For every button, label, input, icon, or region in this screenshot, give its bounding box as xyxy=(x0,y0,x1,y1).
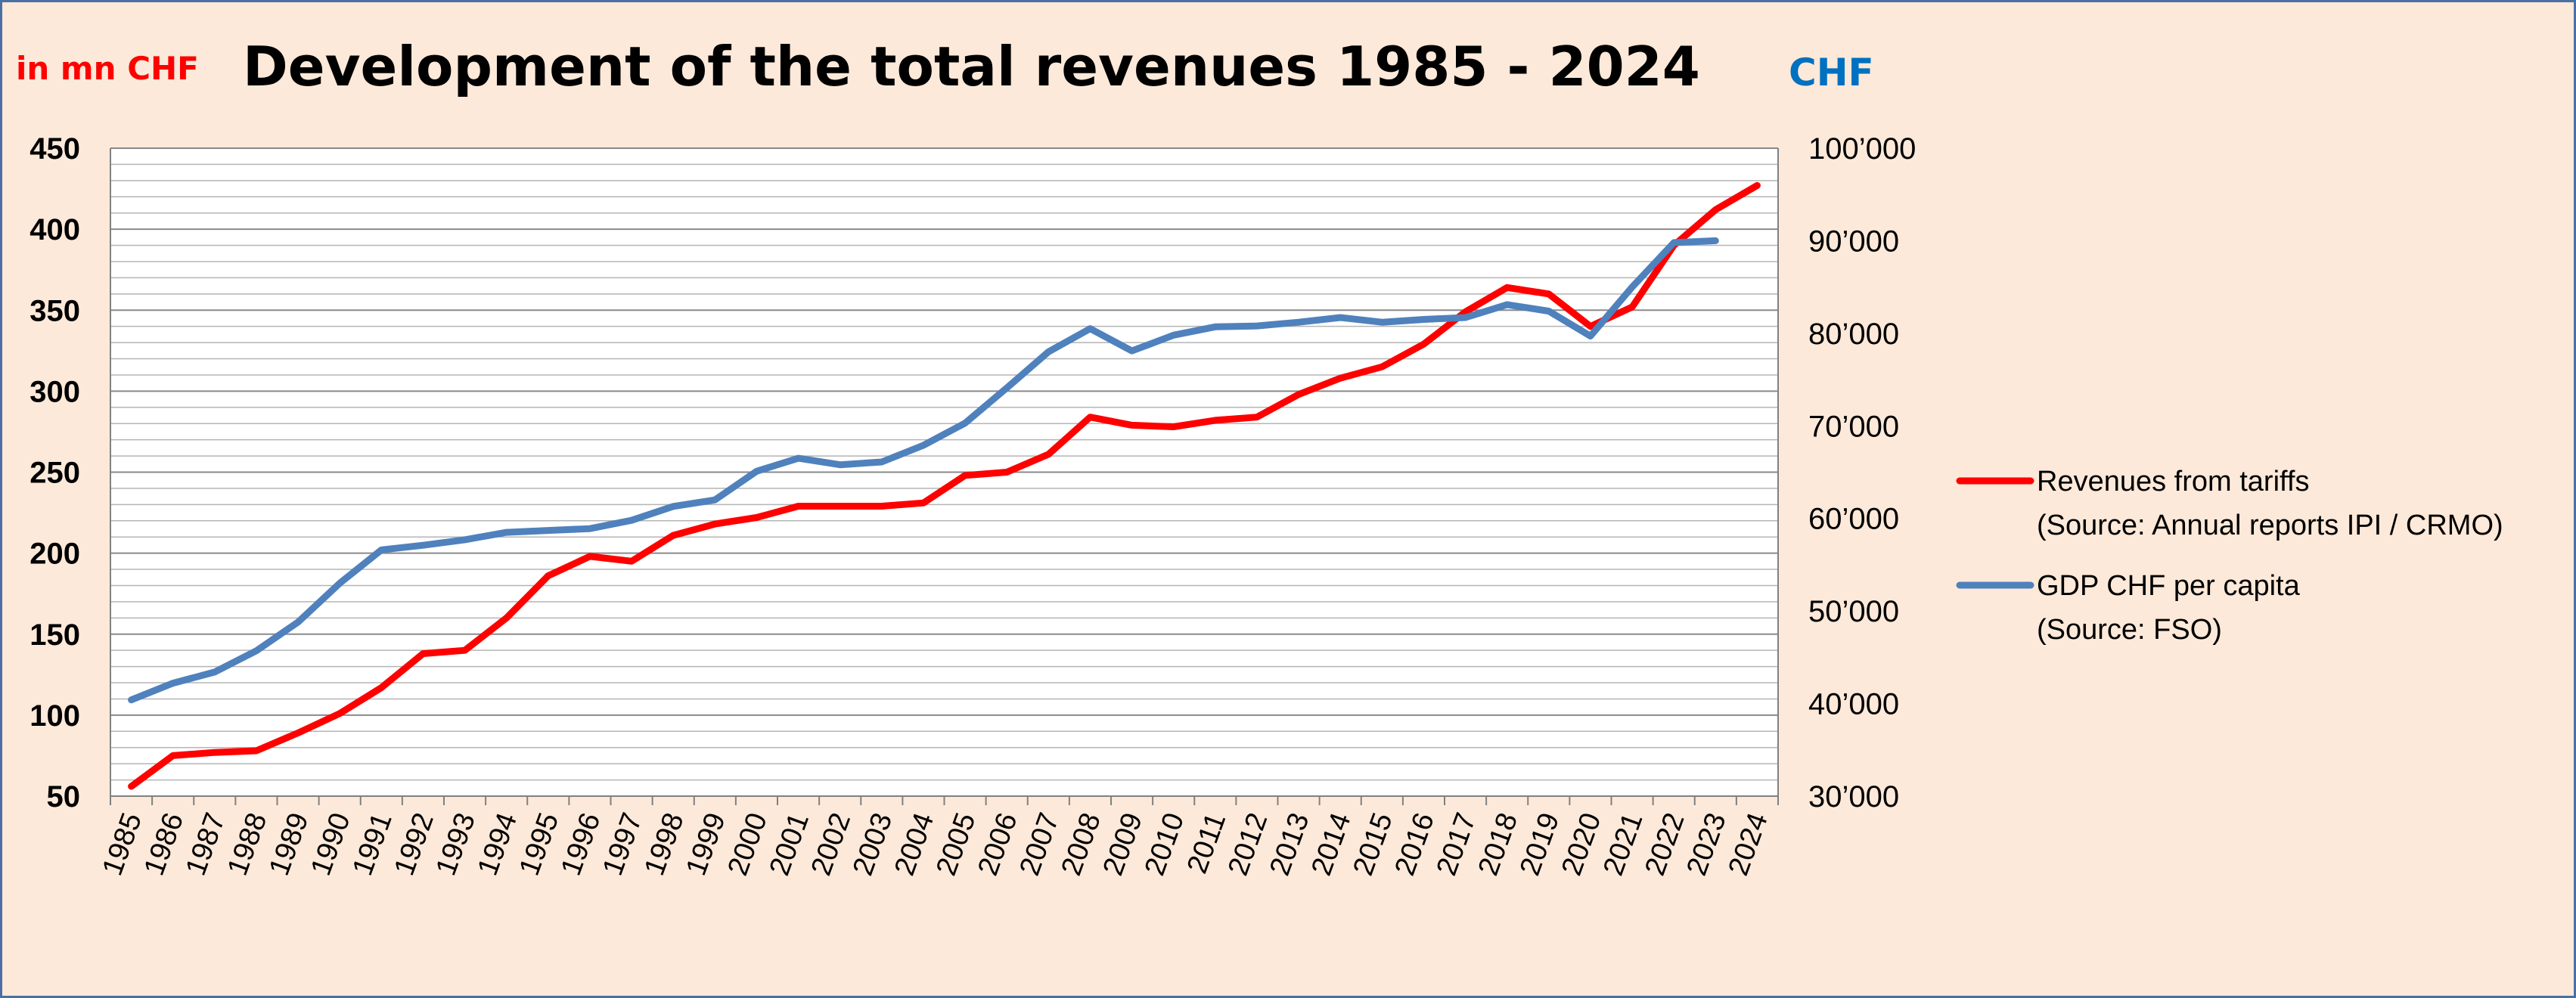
left-tick-label: 200 xyxy=(29,538,80,571)
legend-label-revenues: Revenues from tariffs xyxy=(2037,466,2309,497)
right-tick-label: 60’000 xyxy=(1808,503,1899,536)
right-axis-unit-label: CHF xyxy=(1789,51,1874,95)
series-line-revenues xyxy=(128,181,1761,790)
right-tick-label: 100’000 xyxy=(1808,132,1916,166)
left-tick-label: 100 xyxy=(29,699,80,733)
left-axis-unit-label: in mn CHF xyxy=(16,50,199,87)
right-tick-label: 30’000 xyxy=(1808,780,1899,814)
right-axis-ticks: 100’000 90’000 80’000 70’000 60’000 50’000 40’… xyxy=(1808,132,1916,814)
left-tick-label: 250 xyxy=(29,457,80,490)
series xyxy=(128,181,1761,790)
series-line-gdp xyxy=(128,237,1719,704)
legend-label-gdp: GDP CHF per capita xyxy=(2037,570,2301,602)
left-tick-label: 300 xyxy=(29,375,80,408)
left-tick-label: 50 xyxy=(47,780,81,814)
left-tick-label: 350 xyxy=(29,294,80,327)
right-tick-label: 70’000 xyxy=(1808,410,1899,443)
right-tick-label: 90’000 xyxy=(1808,225,1899,258)
left-axis-ticks: 450 400 350 300 250 200 150 100 50 xyxy=(29,132,80,814)
grid xyxy=(110,147,1778,797)
chart-title: Development of the total revenues 1985 -… xyxy=(243,35,1700,98)
left-tick-label: 400 xyxy=(29,213,80,246)
axes xyxy=(110,148,1779,805)
legend: Revenues from tariffs (Source: Annual re… xyxy=(1956,466,2503,646)
right-tick-label: 40’000 xyxy=(1808,688,1899,721)
left-tick-label: 450 xyxy=(29,132,80,166)
left-tick-label: 150 xyxy=(29,618,80,652)
x-axis-ticks: 1985198619871988198919901991199219931994… xyxy=(97,809,1774,880)
right-tick-label: 50’000 xyxy=(1808,595,1899,628)
legend-source-gdp: (Source: FSO) xyxy=(2037,614,2222,646)
right-tick-label: 80’000 xyxy=(1808,318,1899,351)
legend-source-revenues: (Source: Annual reports IPI / CRMO) xyxy=(2037,510,2503,541)
